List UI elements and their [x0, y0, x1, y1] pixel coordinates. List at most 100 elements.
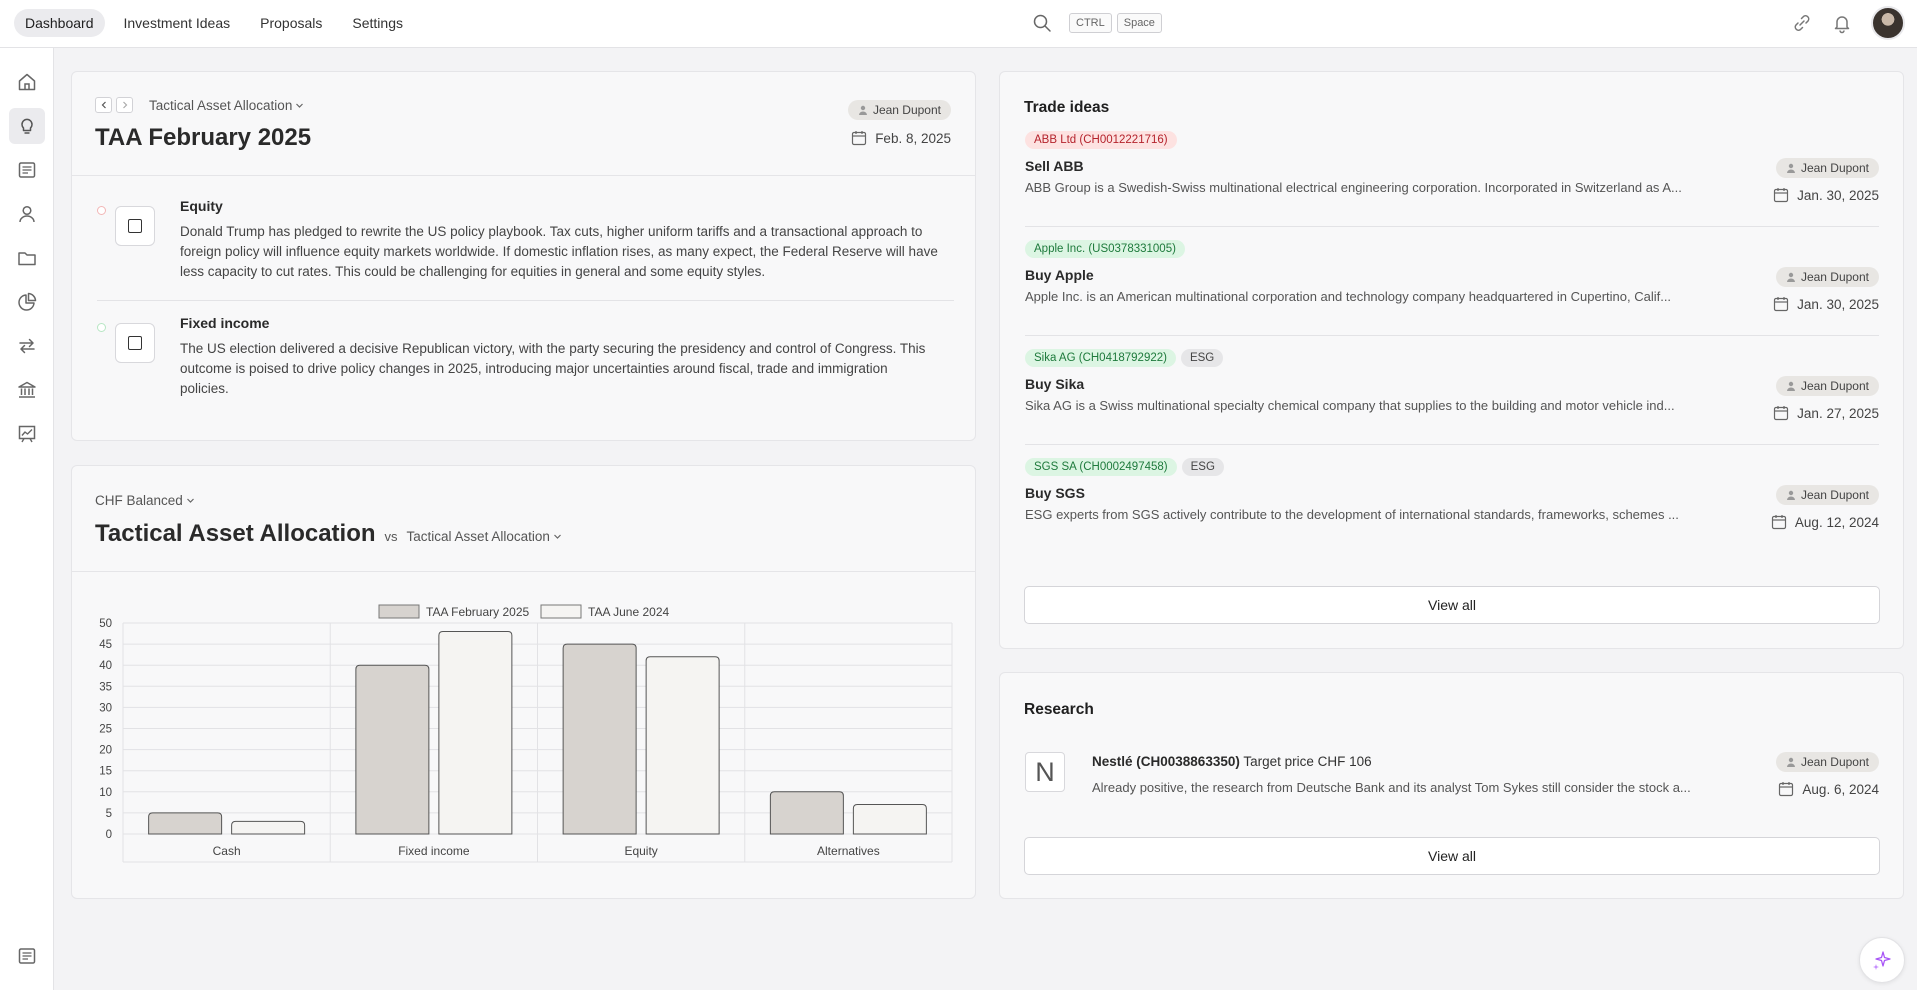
trade-ideas-view-all-button[interactable]: View all	[1024, 586, 1880, 624]
search-trigger[interactable]: CTRL Space	[1032, 13, 1162, 33]
chevron-down-icon	[296, 103, 304, 108]
nav-settings[interactable]: Settings	[352, 15, 403, 31]
sidebar-item-banks[interactable]	[9, 372, 45, 408]
person-icon	[858, 105, 867, 115]
trade-idea-title: Buy Sika	[1025, 376, 1085, 392]
research-card: Research N Nestlé (CH0038863350) Target …	[999, 672, 1904, 899]
pie-chart-icon	[18, 292, 37, 311]
chevron-left-icon	[101, 101, 106, 109]
person-icon	[1786, 163, 1795, 173]
x-tick-label: Cash	[213, 844, 241, 858]
sidebar	[0, 48, 54, 990]
sidebar-item-portfolio[interactable]	[9, 284, 45, 320]
trade-idea-meta: Jean Dupont Aug. 12, 2024	[1771, 485, 1879, 530]
author-name: Jean Dupont	[1800, 755, 1869, 769]
sidebar-item-analytics[interactable]	[9, 416, 45, 452]
sidebar-item-documents[interactable]	[9, 240, 45, 276]
author-chip: Jean Dupont	[1775, 485, 1879, 505]
compare-dropdown[interactable]: Tactical Asset Allocation	[407, 529, 562, 544]
bar	[852, 803, 927, 835]
person-icon	[1786, 757, 1795, 767]
chevron-down-icon	[186, 498, 194, 503]
breadcrumb-dropdown[interactable]: Tactical Asset Allocation	[149, 98, 304, 113]
date-text: Aug. 6, 2024	[1802, 781, 1879, 797]
trade-idea-title: Buy Apple	[1025, 267, 1094, 283]
chart-title: Tactical Asset Allocation	[95, 520, 376, 547]
compare-label: Tactical Asset Allocation	[406, 529, 550, 544]
portfolio-label: CHF Balanced	[95, 493, 183, 508]
user-avatar[interactable]	[1871, 6, 1905, 40]
author-chip: Jean Dupont	[1775, 752, 1879, 772]
allocation-text: Donald Trump has pledged to rewrite the …	[180, 224, 938, 279]
date-text: Aug. 12, 2024	[1794, 514, 1879, 530]
sidebar-item-ideas[interactable]	[9, 108, 45, 144]
research-view-all-button[interactable]: View all	[1024, 837, 1880, 875]
chevron-right-icon	[122, 101, 127, 109]
x-tick-label: Equity	[624, 844, 657, 858]
bell-icon[interactable]	[1831, 12, 1853, 34]
ai-assistant-button[interactable]	[1859, 937, 1905, 983]
sidebar-item-reports[interactable]	[9, 938, 45, 974]
nav-dashboard[interactable]: Dashboard	[14, 9, 105, 37]
date-display: Feb. 8, 2025	[851, 130, 951, 151]
equity-checkbox[interactable]	[115, 206, 155, 246]
legend-swatch	[540, 604, 582, 619]
research-heading: Nestlé (CH0038863350) Target price CHF 1…	[1092, 754, 1372, 769]
company-initial-logo: N	[1025, 752, 1065, 792]
link-icon[interactable]	[1791, 12, 1813, 34]
fixed-income-checkbox[interactable]	[115, 323, 155, 363]
next-button[interactable]	[116, 97, 133, 113]
research-item[interactable]: N Nestlé (CH0038863350) Target price CHF…	[1025, 752, 1879, 812]
user-icon	[19, 205, 35, 223]
search-icon[interactable]	[1032, 13, 1052, 33]
portfolio-dropdown[interactable]: CHF Balanced	[95, 493, 195, 508]
calendar-icon	[1774, 406, 1789, 421]
instrument-tag: ABB Ltd (CH0012221716)	[1025, 131, 1177, 149]
sidebar-item-home[interactable]	[9, 64, 45, 100]
trade-ideas-title: Trade ideas	[1024, 99, 1110, 116]
checkbox-square-icon	[128, 336, 142, 350]
trade-idea-item[interactable]: Apple Inc. (US0378331005) Buy Apple Appl…	[1025, 239, 1879, 312]
y-tick-label: 20	[99, 745, 112, 757]
research-subtitle: Target price CHF 106	[1243, 754, 1372, 769]
trade-idea-item[interactable]: Sika AG (CH0418792922) ESG Buy Sika Sika …	[1025, 348, 1879, 421]
research-meta: Jean Dupont Aug. 6, 2024	[1775, 752, 1879, 797]
sidebar-item-transactions[interactable]	[9, 328, 45, 364]
nav-investment-ideas[interactable]: Investment Ideas	[123, 15, 231, 31]
chart-board-icon	[18, 425, 36, 443]
allocation-item-fixed-income: Fixed income The US election delivered a…	[97, 315, 1025, 413]
person-icon	[1786, 272, 1795, 282]
author-name: Jean Dupont	[1800, 379, 1869, 393]
breadcrumb: Tactical Asset Allocation	[95, 97, 304, 113]
prev-button[interactable]	[95, 97, 112, 113]
sidebar-item-clients[interactable]	[9, 196, 45, 232]
trade-idea-meta: Jean Dupont Jan. 30, 2025	[1773, 267, 1879, 312]
newspaper-icon	[18, 162, 36, 178]
trade-idea-item[interactable]: SGS SA (CH0002497458) ESG Buy SGS ESG exp…	[1025, 457, 1879, 530]
trade-idea-date: Jan. 27, 2025	[1773, 405, 1879, 421]
bar	[148, 812, 223, 835]
tag-row: Apple Inc. (US0378331005)	[1025, 239, 1879, 258]
bar	[769, 791, 844, 835]
y-tick-label: 15	[99, 766, 112, 778]
status-dot	[97, 206, 106, 215]
page-title: TAA February 2025	[95, 124, 312, 151]
instrument-tag: ESG	[1181, 458, 1224, 476]
sidebar-item-news[interactable]	[9, 152, 45, 188]
breadcrumb-label: Tactical Asset Allocation	[149, 97, 293, 113]
research-title: Research	[1024, 701, 1094, 718]
vs-label: vs	[384, 529, 398, 544]
calendar-icon	[1774, 297, 1789, 312]
instrument-tag: Sika AG (CH0418792922)	[1025, 349, 1176, 367]
trade-idea-date: Jan. 30, 2025	[1773, 187, 1879, 203]
date-text: Jan. 30, 2025	[1797, 187, 1879, 203]
trade-idea-description: Sika AG is a Swiss multinational special…	[1025, 398, 1675, 413]
author-name: Jean Dupont	[1800, 488, 1869, 502]
calendar-icon	[1774, 188, 1789, 203]
calendar-icon	[852, 131, 867, 146]
trade-idea-title: Buy SGS	[1025, 485, 1085, 501]
trade-idea-item[interactable]: ABB Ltd (CH0012221716) Sell ABB ABB Grou…	[1025, 130, 1879, 203]
main-nav: Dashboard Investment Ideas Proposals Set…	[14, 9, 414, 37]
tag-row: ABB Ltd (CH0012221716)	[1025, 130, 1879, 149]
nav-proposals[interactable]: Proposals	[260, 15, 323, 31]
